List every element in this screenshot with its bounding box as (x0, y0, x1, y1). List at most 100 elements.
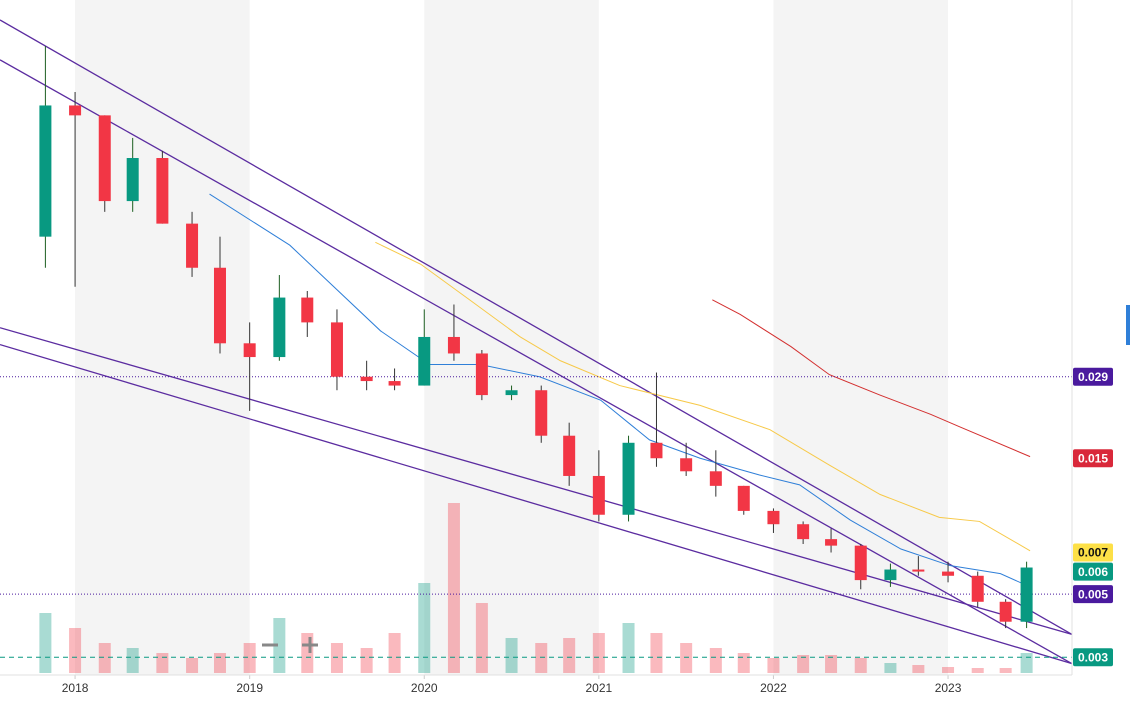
trend-line (0, 343, 1073, 665)
candle-body (156, 158, 169, 224)
volume-bar (854, 658, 867, 673)
price-badge (1073, 367, 1113, 386)
candle-body (797, 524, 810, 540)
volume-bar (622, 623, 635, 673)
price-badge (1073, 585, 1113, 604)
candle-body (475, 353, 488, 396)
x-tick-label: 2018 (62, 681, 89, 695)
volume-bar (98, 643, 111, 673)
volume-bar (418, 583, 431, 673)
volume-bar (971, 668, 984, 673)
x-tick-label: 2020 (411, 681, 438, 695)
volume-bar (680, 643, 693, 673)
volume-bar (447, 503, 460, 673)
candle-body (213, 267, 226, 344)
candle-body (592, 475, 605, 515)
zoom-in[interactable] (302, 637, 318, 653)
volume-bar (243, 643, 256, 673)
candle-body (767, 510, 780, 525)
candle-body (854, 545, 867, 581)
volume-bar (475, 603, 488, 673)
candle-body (942, 571, 955, 576)
candle-body (69, 105, 82, 116)
candle-body (447, 336, 460, 354)
candle-body (273, 297, 286, 358)
volume-layer (39, 503, 1033, 673)
volume-bar (388, 633, 401, 673)
trend-line (0, 59, 1073, 665)
volume-bar (535, 643, 548, 673)
candle-body (243, 343, 256, 358)
line-layer (0, 19, 1073, 665)
candle-body (505, 390, 518, 396)
label-layer: 2018 2019 2020 2021 2022 2023 0.029 0.015 0.007 0… (62, 367, 1113, 695)
volume-bar (360, 648, 373, 673)
volume-bar (825, 655, 838, 673)
volume-bar (156, 653, 169, 673)
candle-body (709, 471, 722, 486)
price-badge (1073, 449, 1113, 468)
candle-body (825, 539, 838, 546)
volume-bar (126, 648, 139, 673)
volume-bar (884, 663, 897, 673)
candle-body (650, 442, 663, 459)
year-bands (74, 0, 949, 679)
volume-bar (797, 655, 810, 673)
candle-body (680, 458, 693, 472)
candle-body (186, 223, 199, 268)
price-label: 0.015 (1078, 451, 1108, 465)
trend-line (0, 327, 1073, 636)
candle-body (330, 322, 343, 377)
candle-body (999, 601, 1012, 622)
x-tick-label: 2021 (586, 681, 613, 695)
trend-line (0, 19, 1073, 635)
candle-body (535, 390, 548, 436)
volume-bar (709, 648, 722, 673)
candle-body (301, 297, 314, 323)
volume-bar (999, 668, 1012, 673)
price-label: 0.007 (1078, 546, 1108, 560)
volume-bar (186, 658, 199, 673)
volume-bar (650, 633, 663, 673)
volume-bar (912, 665, 925, 673)
scroll-handle[interactable] (1126, 305, 1130, 345)
candle-body (360, 376, 373, 382)
volume-bar (39, 613, 52, 673)
price-label: 0.005 (1078, 587, 1108, 601)
candle-layer (39, 46, 1033, 629)
moving-average (712, 299, 1031, 458)
candle-body (884, 569, 897, 581)
x-tick-label: 2022 (760, 681, 787, 695)
volume-bar (767, 658, 780, 673)
candle-body (418, 336, 431, 386)
volume-bar (213, 653, 226, 673)
price-badge (1073, 543, 1113, 562)
price-badge (1073, 562, 1113, 581)
candle-body (971, 575, 984, 602)
volume-bar (273, 618, 286, 673)
price-label: 0.029 (1078, 370, 1108, 384)
candle-body (1020, 567, 1033, 622)
volume-bar (942, 667, 955, 673)
price-label: 0.006 (1078, 565, 1108, 579)
price-label: 0.003 (1078, 650, 1108, 664)
volume-bar (592, 633, 605, 673)
candle-body (622, 442, 635, 515)
x-tick-label: 2019 (236, 681, 263, 695)
volume-bar (505, 638, 518, 673)
volume-bar (737, 653, 750, 673)
candle-body (39, 105, 52, 237)
candle-body (563, 435, 576, 476)
volume-bar (69, 628, 82, 673)
candle-body (388, 381, 401, 386)
candle-body (737, 485, 750, 511)
candle-body (126, 158, 139, 202)
volume-bar (1020, 653, 1033, 673)
price-badge (1073, 648, 1113, 667)
volume-bar (330, 643, 343, 673)
moving-average (209, 193, 1031, 588)
moving-average (375, 241, 1031, 552)
candle-body (98, 115, 111, 202)
